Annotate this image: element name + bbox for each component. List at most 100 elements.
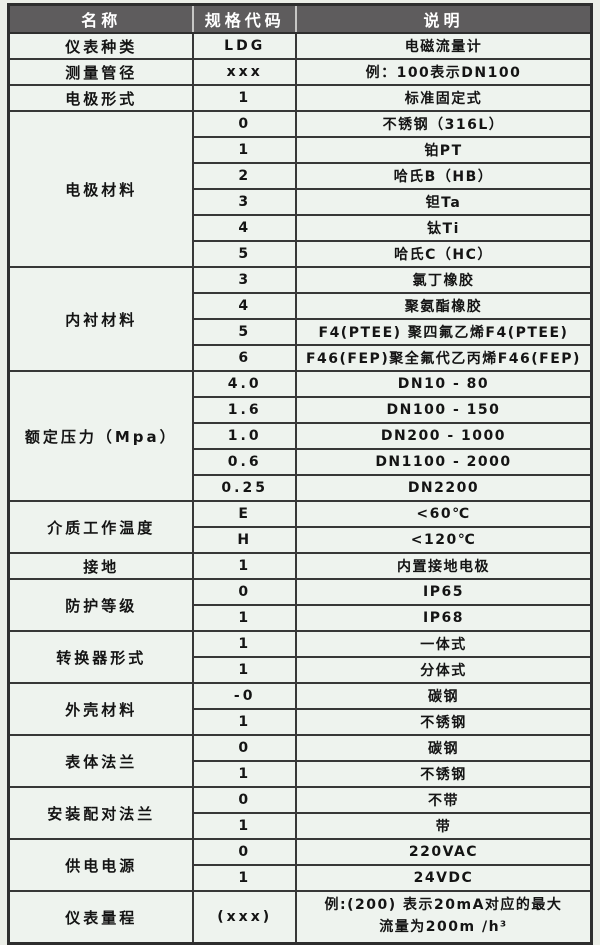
table-row: 转换器形式 1 一体式 bbox=[7, 630, 593, 684]
desc-cell: 例：100表示DN100 bbox=[294, 58, 593, 86]
code-cell: 4 bbox=[192, 292, 297, 320]
desc-cell: DN10 - 80 bbox=[294, 370, 593, 398]
desc-cell: 氯丁橡胶 bbox=[294, 266, 593, 294]
desc-cell: 碳钢 bbox=[294, 734, 593, 762]
desc-cell: 电磁流量计 bbox=[294, 32, 593, 60]
table-row: 外壳材料 -0 碳钢 bbox=[7, 682, 593, 736]
desc-cell: 铂PT bbox=[294, 136, 593, 164]
code-cell: 5 bbox=[192, 318, 297, 346]
code-cell: 1 bbox=[192, 552, 297, 580]
table-row: 1 IP68 bbox=[9, 604, 593, 632]
code-cell: 1 bbox=[192, 136, 297, 164]
table-row: 电极材料 0 不锈钢（316L） bbox=[7, 110, 593, 268]
code-cell: 4.0 bbox=[192, 370, 297, 398]
table-row: 1 24VDC bbox=[9, 864, 593, 892]
desc-cell: 例:(200) 表示20mA对应的最大 流量为200m /h³ bbox=[294, 890, 593, 945]
table-row: 4 聚氨酯橡胶 bbox=[9, 292, 593, 320]
desc-cell: DN1100 - 2000 bbox=[294, 448, 593, 476]
code-cell: xxx bbox=[192, 58, 297, 86]
table-row: 6 F46(FEP)聚全氟代乙丙烯F46(FEP) bbox=[9, 344, 593, 372]
table-row: 供电电源 0 220VAC bbox=[7, 838, 593, 892]
name-cell: 仪表量程 bbox=[7, 890, 195, 945]
code-cell: 0 bbox=[192, 838, 297, 866]
name-cell: 介质工作温度 bbox=[7, 500, 195, 554]
table-body: 仪表种类 LDG 电磁流量计 测量管径 xxx 例：100表示DN100 电极形式 1 标准固定… bbox=[7, 32, 593, 945]
desc-cell: 哈氏C（HC） bbox=[294, 240, 593, 268]
name-cell: 防护等级 bbox=[7, 578, 195, 632]
desc-line: 例:(200) 表示20mA对应的最大 bbox=[324, 897, 563, 914]
table-row: H <120℃ bbox=[9, 526, 593, 554]
table-row: 0.25 DN2200 bbox=[9, 474, 593, 502]
name-cell: 供电电源 bbox=[7, 838, 195, 892]
table-row: 表体法兰 0 碳钢 bbox=[7, 734, 593, 788]
desc-cell: 钽Ta bbox=[294, 188, 593, 216]
desc-cell: IP65 bbox=[294, 578, 593, 606]
desc-cell: 碳钢 bbox=[294, 682, 593, 710]
desc-cell: 带 bbox=[294, 812, 593, 840]
code-cell: 0.25 bbox=[192, 474, 297, 502]
table-row: 0.6 DN1100 - 2000 bbox=[9, 448, 593, 476]
name-cell: 转换器形式 bbox=[7, 630, 195, 684]
table-row: 防护等级 0 IP65 bbox=[7, 578, 593, 632]
code-cell: 3 bbox=[192, 188, 297, 216]
table-row: 额定压力（Mpa） 4.0 DN10 - 80 bbox=[7, 370, 593, 502]
table-row: 接地 1 内置接地电极 bbox=[7, 552, 593, 580]
name-cell: 接地 bbox=[7, 552, 195, 580]
code-cell: 4 bbox=[192, 214, 297, 242]
code-cell: 3 bbox=[192, 266, 297, 294]
desc-cell: 不锈钢（316L） bbox=[294, 110, 593, 138]
name-cell: 仪表种类 bbox=[7, 32, 195, 60]
name-cell: 电极材料 bbox=[7, 110, 195, 268]
desc-cell: 24VDC bbox=[294, 864, 593, 892]
table-row: 1 不锈钢 bbox=[9, 760, 593, 788]
name-cell: 安装配对法兰 bbox=[7, 786, 195, 840]
table-row: 介质工作温度 E <60℃ bbox=[7, 500, 593, 554]
name-cell: 表体法兰 bbox=[7, 734, 195, 788]
desc-cell: 220VAC bbox=[294, 838, 593, 866]
code-cell: 2 bbox=[192, 162, 297, 190]
desc-cell: DN100 - 150 bbox=[294, 396, 593, 424]
table-row: 5 哈氏C（HC） bbox=[9, 240, 593, 268]
code-cell: 1 bbox=[192, 604, 297, 632]
code-cell: 1 bbox=[192, 656, 297, 684]
desc-cell: IP68 bbox=[294, 604, 593, 632]
table-row: 仪表种类 LDG 电磁流量计 bbox=[7, 32, 593, 60]
name-cell: 外壳材料 bbox=[7, 682, 195, 736]
table-row: 内衬材料 3 氯丁橡胶 bbox=[7, 266, 593, 372]
code-cell: 1 bbox=[192, 864, 297, 892]
code-cell: 1.0 bbox=[192, 422, 297, 450]
desc-cell: <120℃ bbox=[294, 526, 593, 554]
table-row: 1.0 DN200 - 1000 bbox=[9, 422, 593, 450]
table-row: 安装配对法兰 0 不带 bbox=[7, 786, 593, 840]
desc-cell: DN2200 bbox=[294, 474, 593, 502]
desc-cell: F46(FEP)聚全氟代乙丙烯F46(FEP) bbox=[294, 344, 593, 372]
desc-cell: 哈氏B（HB） bbox=[294, 162, 593, 190]
desc-cell: 标准固定式 bbox=[294, 84, 593, 112]
header-desc: 说明 bbox=[294, 4, 592, 34]
table-row: 1 不锈钢 bbox=[9, 708, 593, 736]
table-row: 3 钽Ta bbox=[9, 188, 593, 216]
code-cell: 1.6 bbox=[192, 396, 297, 424]
header-code: 规格代码 bbox=[192, 4, 297, 34]
table-row: 4 钛Ti bbox=[9, 214, 593, 242]
table-row: 2 哈氏B（HB） bbox=[9, 162, 593, 190]
table-row: 测量管径 xxx 例：100表示DN100 bbox=[7, 58, 593, 86]
code-cell: 0 bbox=[192, 110, 297, 138]
code-cell: LDG bbox=[192, 32, 297, 60]
desc-cell: 不带 bbox=[294, 786, 593, 814]
desc-cell: <60℃ bbox=[294, 500, 593, 528]
desc-cell: 不锈钢 bbox=[294, 708, 593, 736]
code-cell: (xxx) bbox=[192, 890, 297, 945]
code-cell: 0 bbox=[192, 734, 297, 762]
code-cell: -0 bbox=[192, 682, 297, 710]
code-cell: 1 bbox=[192, 708, 297, 736]
desc-line: 流量为200m /h³ bbox=[379, 919, 508, 935]
desc-cell: 不锈钢 bbox=[294, 760, 593, 788]
desc-cell: 钛Ti bbox=[294, 214, 593, 242]
table-row: 电极形式 1 标准固定式 bbox=[7, 84, 593, 112]
table-row: 仪表量程 (xxx) 例:(200) 表示20mA对应的最大 流量为200m /h³ bbox=[7, 890, 593, 945]
name-cell: 内衬材料 bbox=[7, 266, 195, 372]
code-cell: 6 bbox=[192, 344, 297, 372]
